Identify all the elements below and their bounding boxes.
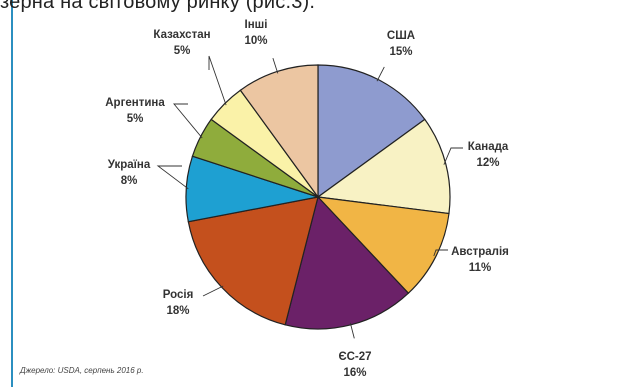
pie-slice-australia xyxy=(316,196,450,295)
slice-value-usa: 15% xyxy=(389,46,412,58)
slice-label-other: Інші xyxy=(245,19,268,31)
slice-value-eu27: 16% xyxy=(343,367,366,379)
left-rule xyxy=(11,0,13,387)
slice-label-australia: Австралія xyxy=(451,246,509,258)
leader-line-ukraine xyxy=(156,165,189,190)
leader-line-argentina xyxy=(173,103,203,139)
leader-line-australia xyxy=(433,249,448,257)
pie-slices xyxy=(185,64,451,330)
leader-line-kazakhstan xyxy=(208,55,227,106)
slice-labels: США 15% Канада 12% Австралія 11% ЄС-27 16% Росія… xyxy=(105,19,509,379)
pie-slice-canada xyxy=(316,118,451,215)
slice-label-usa: США xyxy=(387,30,415,42)
slice-value-canada: 12% xyxy=(476,157,499,169)
slice-label-canada: Канада xyxy=(468,141,509,153)
slice-label-russia: Росія xyxy=(163,289,194,301)
leader-line-other xyxy=(272,57,279,74)
slice-label-eu27: ЄС-27 xyxy=(338,351,371,363)
leader-line-russia xyxy=(202,285,224,297)
slice-value-russia: 18% xyxy=(166,305,189,317)
header-text: зерна на світовому ринку (рис.3). xyxy=(0,0,316,13)
slice-label-argentina: Аргентина xyxy=(105,97,165,109)
slice-value-argentina: 5% xyxy=(127,113,144,125)
slice-value-kazakhstan: 5% xyxy=(174,45,191,57)
slice-value-other: 10% xyxy=(244,35,267,47)
leader-lines xyxy=(156,55,463,339)
source-note: Джерело: USDA, серпень 2016 р. xyxy=(20,366,144,375)
slice-value-ukraine: 8% xyxy=(121,175,138,187)
pie-slice-russia xyxy=(187,196,319,326)
leader-line-usa xyxy=(376,66,385,82)
slice-label-ukraine: Україна xyxy=(108,159,151,171)
leader-line-eu27 xyxy=(349,322,355,339)
slice-value-australia: 11% xyxy=(469,262,491,274)
slice-label-kazakhstan: Казахстан xyxy=(153,29,210,41)
leader-line-canada xyxy=(443,147,463,165)
